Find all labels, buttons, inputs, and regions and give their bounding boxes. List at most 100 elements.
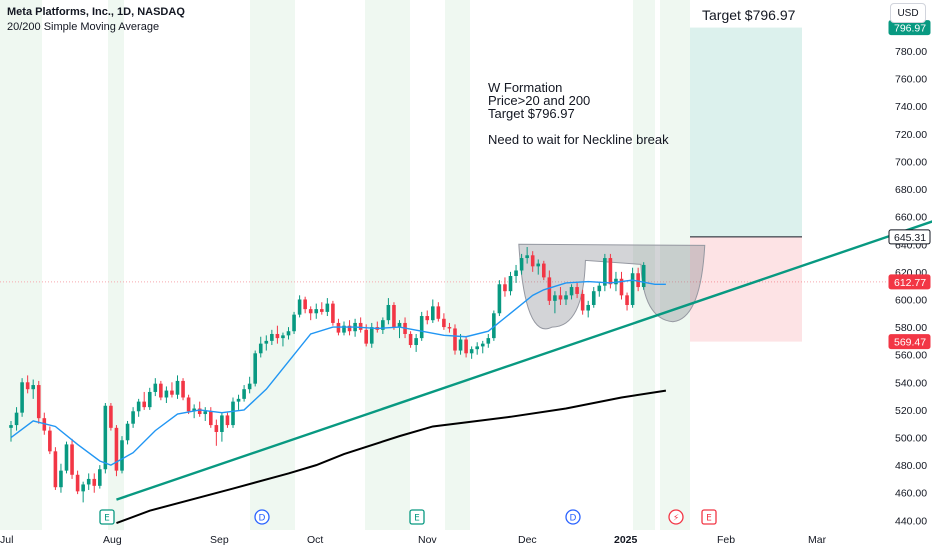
trendline[interactable] (116, 214, 932, 501)
candle-body (192, 408, 196, 412)
candle-body (480, 343, 485, 347)
candle-body (14, 412, 19, 426)
candle-body (20, 382, 24, 413)
candle-body (603, 258, 607, 286)
candle-body (381, 320, 385, 330)
session-band (365, 0, 410, 530)
candle-body (314, 309, 319, 314)
candle-body (197, 408, 202, 415)
y-tick-label: 480.00 (895, 460, 927, 472)
candle-body (408, 333, 413, 346)
candle-body (59, 470, 63, 488)
candle-body (469, 349, 474, 354)
candle-body (347, 325, 352, 332)
session-band (108, 0, 124, 530)
candle-body (397, 322, 402, 328)
candle-body (369, 327, 374, 344)
candle-body (508, 276, 513, 292)
y-tick-label: 560.00 (895, 350, 927, 362)
candle-body (253, 353, 257, 384)
candle-body (530, 255, 535, 267)
candle-body (519, 258, 524, 271)
event-marker[interactable] (701, 509, 717, 525)
y-tick-label: 440.00 (895, 515, 927, 527)
candle-body (131, 411, 135, 424)
price-label-text: 612.77 (894, 277, 926, 289)
candle-body (630, 273, 635, 305)
candle-body (231, 401, 235, 426)
note-line: Target $796.97 (488, 106, 575, 121)
event-marker[interactable] (668, 509, 684, 525)
x-tick-label: Dec (518, 534, 537, 546)
candle-body (225, 415, 230, 426)
candle-body (536, 263, 541, 267)
candle-body (514, 270, 518, 276)
candle-body (364, 329, 368, 344)
event-marker[interactable] (254, 509, 270, 525)
x-tick-label: Feb (717, 534, 735, 546)
candle-body (636, 273, 640, 288)
candle-body (31, 385, 35, 390)
candle-body (564, 295, 568, 300)
candle-body (542, 263, 546, 278)
sma-200-line (116, 389, 667, 525)
candle-body (358, 322, 363, 330)
candle-body (475, 346, 479, 350)
candle-body (170, 390, 174, 395)
x-tick-label: Sep (210, 534, 229, 546)
candle-body (75, 474, 80, 492)
candle-body (486, 338, 491, 344)
candle-body (125, 423, 130, 441)
y-tick-label: 580.00 (895, 322, 927, 334)
candle-body (547, 277, 552, 301)
y-tick-label: 600.00 (895, 294, 927, 306)
candle-body (292, 314, 296, 332)
candle-body (286, 331, 291, 336)
candle-body (442, 318, 446, 328)
candle-body (303, 299, 307, 310)
candle-body (569, 287, 574, 296)
candle-body (320, 309, 324, 312)
y-tick-label: 720.00 (895, 129, 927, 141)
candle-body (86, 478, 91, 485)
candle-body (120, 440, 124, 471)
candle-body (308, 309, 313, 314)
note-line: Price>20 and 200 (488, 93, 591, 108)
candle-body (142, 401, 146, 408)
event-marker-label: ⚡ (673, 514, 679, 524)
candle-body (103, 405, 108, 470)
w-formation-pattern[interactable] (518, 243, 706, 330)
position-profit-zone[interactable] (690, 27, 802, 237)
y-tick-label: 520.00 (895, 405, 927, 417)
candle-body (608, 258, 613, 285)
event-marker[interactable] (99, 509, 115, 525)
candle-body (597, 285, 602, 292)
event-marker[interactable] (409, 509, 425, 525)
session-band (0, 0, 42, 530)
indicator-label[interactable]: 20/200 Simple Moving Average (7, 21, 160, 33)
candle-body (36, 385, 41, 419)
candle-body (136, 401, 141, 412)
position-loss-zone[interactable] (690, 236, 802, 342)
x-tick-label: Aug (103, 534, 122, 546)
candle-body (48, 430, 52, 452)
target-label: Target $796.97 (702, 7, 796, 23)
y-tick-label: 780.00 (895, 46, 927, 58)
candle-body (392, 304, 396, 328)
price-label-text: 796.97 (894, 23, 926, 35)
candle-body (270, 333, 274, 341)
candle-body (419, 316, 424, 339)
candle-body (331, 303, 335, 323)
candle-body (297, 299, 302, 315)
candle-body (214, 425, 219, 432)
currency-button[interactable]: USD (890, 3, 926, 23)
candle-body (281, 335, 285, 339)
session-band (660, 0, 690, 530)
candle-body (497, 284, 502, 314)
y-tick-label: 540.00 (895, 377, 927, 389)
candle-body (619, 278, 624, 296)
candle-body (114, 427, 119, 471)
event-marker[interactable] (565, 509, 581, 525)
y-tick-label: 460.00 (895, 488, 927, 500)
